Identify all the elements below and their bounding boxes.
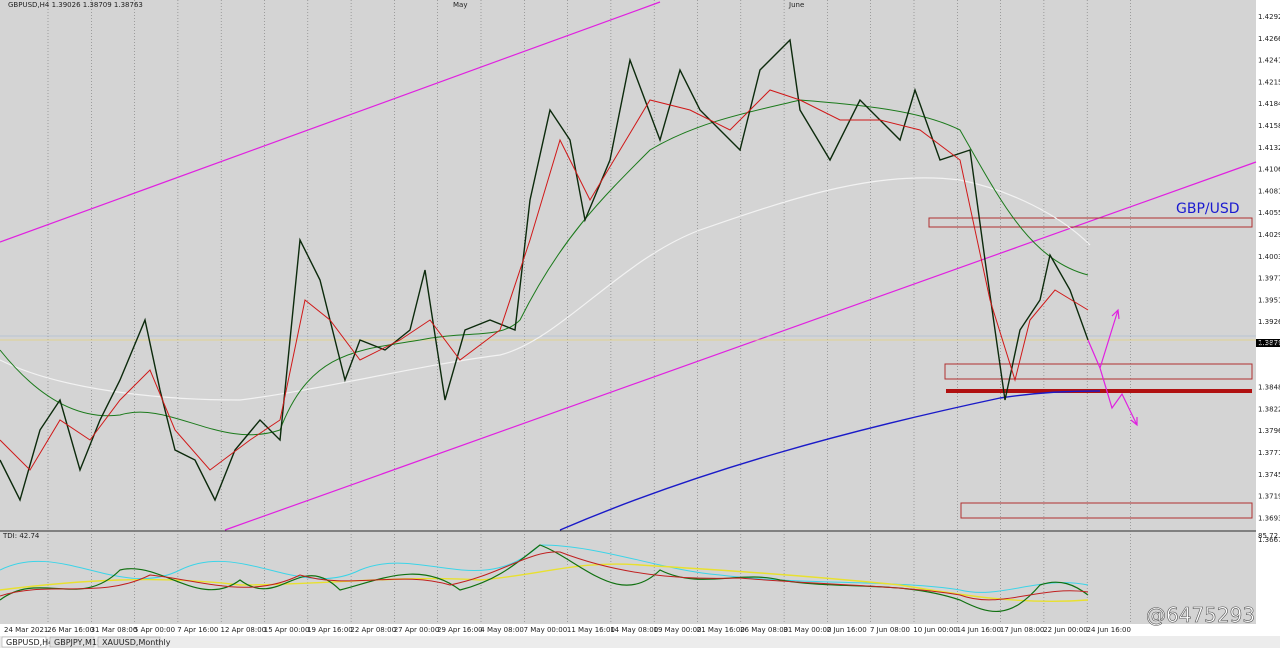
price-scale — [1256, 0, 1280, 624]
price-label: 1.42410 — [1258, 57, 1280, 65]
tab[interactable] — [97, 636, 161, 648]
price-label: 1.41325 — [1258, 144, 1280, 152]
time-label: 10 Jun 00:00 — [913, 626, 957, 634]
time-label: 12 Apr 08:00 — [221, 626, 267, 634]
channel-top — [0, 1, 661, 243]
time-label: 31 Mar 08:00 — [91, 626, 138, 634]
time-label: 7 May 00:00 — [524, 626, 568, 634]
price-label: 1.41065 — [1258, 166, 1280, 174]
time-label: 19 May 00:00 — [654, 626, 702, 634]
current-price-box — [1256, 339, 1280, 347]
tab-bar — [0, 636, 1280, 648]
ma-red — [0, 89, 1089, 471]
zone — [928, 217, 1253, 228]
price-label: 1.42665 — [1258, 35, 1280, 43]
time-label: 7 Jun 08:00 — [870, 626, 910, 634]
time-label: 14 Jun 16:00 — [957, 626, 1001, 634]
time-label: 2 Jun 16:00 — [827, 626, 867, 634]
price-label: 1.40550 — [1258, 209, 1280, 217]
time-label: 15 Apr 00:00 — [264, 626, 310, 634]
price-label: 1.38480 — [1258, 384, 1280, 392]
price-label: 1.41840 — [1258, 100, 1280, 108]
ma-green — [0, 99, 1089, 436]
time-label: 11 May 16:00 — [567, 626, 615, 634]
price-path — [0, 38, 1089, 502]
tdi-mid — [0, 563, 1089, 602]
time-label: 26 May 08:00 — [740, 626, 788, 634]
price-label: 1.38225 — [1258, 405, 1280, 413]
tdi-rsi — [0, 544, 1089, 613]
time-label: 31 May 00:00 — [783, 626, 831, 634]
price-label: 1.42925 — [1258, 13, 1280, 21]
indicator-window — [0, 532, 1256, 624]
time-label: 14 May 08:00 — [610, 626, 658, 634]
ma-white — [0, 177, 1091, 401]
annotation: GBP/USD — [1176, 201, 1240, 217]
tab-label[interactable]: GBPJPY,M15 — [54, 638, 102, 647]
tdi-signal — [0, 551, 1089, 601]
time-label: 21 May 16:00 — [697, 626, 745, 634]
time-label: 22 Apr 08:00 — [350, 626, 396, 634]
price-label: 1.39775 — [1258, 275, 1280, 283]
main-chart — [0, 0, 1256, 530]
price-label: 1.42150 — [1258, 78, 1280, 86]
price-label: 1.37965 — [1258, 427, 1280, 435]
time-label: 24 Jun 16:00 — [1087, 626, 1131, 634]
ma-blue — [559, 390, 1101, 531]
tab-label[interactable]: XAUUSD,Monthly — [102, 638, 171, 647]
time-label: 7 Apr 16:00 — [177, 626, 218, 634]
price-label: 1.40290 — [1258, 231, 1280, 239]
tab[interactable] — [49, 636, 95, 648]
channel-bottom — [224, 161, 1257, 531]
time-label: 17 Jun 08:00 — [1000, 626, 1044, 634]
price-label: 1.37710 — [1258, 449, 1280, 457]
price-label: 1.39000 — [1258, 340, 1280, 348]
tab-label[interactable]: GBPUSD,H4 — [6, 638, 53, 647]
time-label: 22 Jun 00:00 — [1043, 626, 1087, 634]
current-price: 1.38763 — [1258, 339, 1280, 347]
indicator-label: TDI: 42.74 — [2, 532, 40, 540]
time-label: 27 Apr 00:00 — [394, 626, 440, 634]
price-label: 1.41585 — [1258, 122, 1280, 130]
tab[interactable] — [1, 636, 47, 648]
time-label: 5 Apr 00:00 — [134, 626, 175, 634]
time-label: 4 May 08:00 — [480, 626, 524, 634]
time-label: 19 Apr 16:00 — [307, 626, 353, 634]
price-label: 1.36675 — [1258, 536, 1280, 544]
zone — [960, 502, 1253, 519]
time-label: 29 Apr 16:00 — [437, 626, 483, 634]
month-label: June — [788, 1, 804, 9]
month-label: May — [453, 1, 467, 9]
symbol-header: GBPUSD,H4 1.39026 1.38709 1.38763 — [8, 1, 143, 9]
price-label: 1.39260 — [1258, 318, 1280, 326]
price-label: 1.37190 — [1258, 493, 1280, 501]
time-label: 24 Mar 2021 — [4, 626, 48, 634]
price-label: 1.39515 — [1258, 296, 1280, 304]
indicator-axis: 85.72 — [1258, 532, 1278, 540]
price-label: 1.40810 — [1258, 187, 1280, 195]
price-label: 1.40035 — [1258, 253, 1280, 261]
time-label: 26 Mar 16:00 — [47, 626, 94, 634]
price-label: 1.36935 — [1258, 514, 1280, 522]
forecast-arrow — [1087, 308, 1138, 427]
watermark: @6475293 — [1146, 603, 1255, 627]
price-label: 1.37450 — [1258, 471, 1280, 479]
